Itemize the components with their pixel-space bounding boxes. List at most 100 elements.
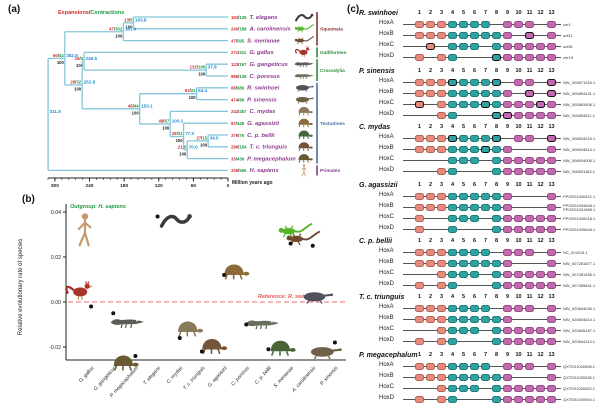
hox-gene-box [458,157,468,164]
node-divergence-time: 34.5 [210,135,219,140]
hox-gene-box [425,90,435,97]
hox-gene-box [436,135,446,142]
data-dot [244,322,249,327]
hox-gene-box [524,396,534,403]
hox-gene-box [436,338,446,345]
hox-row-label: HoxC [379,270,395,276]
hox-gene-box [502,157,512,164]
hox-column-number: 13 [548,68,555,74]
hox-gene-box [480,135,490,142]
hox-gene-box [469,193,479,200]
hox-gene-box [491,146,501,153]
hox-gene-box [524,135,534,142]
x-species-label: S. merianae [273,365,296,389]
legend-contractions: Contractions [90,10,125,16]
species-point [155,212,194,228]
hox-column-number: 3 [439,238,444,244]
hox-gene-box [546,385,556,392]
hox-row-label: HoxA [379,192,394,198]
hox-gene-box [425,32,435,39]
turtle-icon [269,339,297,357]
hox-column-number: 9 [505,10,510,16]
hox-gene-box [502,168,512,175]
hox-gene-box [502,204,512,211]
hox-row-line [403,399,561,400]
hox-row-line [403,57,561,58]
hox-gene-box [513,305,523,312]
data-dot [288,241,293,246]
hox-gene-box [524,43,534,50]
node-expansion-contraction: 132/196 [190,65,206,70]
hox-gene-box [414,305,424,312]
hox-gene-box [535,101,545,108]
x-species-label: C. mydas [166,365,185,385]
node-divergence-time: 181.4 [125,26,137,31]
hox-gene-box [502,327,512,334]
node-divergence-time: 54.4 [198,88,207,93]
hox-row-label: HoxA [379,78,394,84]
hox-column-number: 6 [472,182,477,188]
hox-gene-box [491,79,501,86]
node-divergence-time: 77.0 [185,131,194,136]
hox-column-number: 8 [494,294,499,300]
hox-gene-box [425,305,435,312]
hox-column-number: 6 [472,124,477,130]
hox-column-number: 12 [537,124,544,130]
hox-column-number: 11 [526,352,533,358]
hox-gene-box [425,204,435,211]
hox-gene-box [436,79,446,86]
hox-column-number: 12 [537,352,544,358]
hox-gene-box [469,215,479,222]
hox-row-label: HoxB [379,203,394,209]
hox-gene-box [491,32,501,39]
hox-gene-box [414,21,424,28]
hox-gene-box [447,260,457,267]
hox-gene-box [502,271,512,278]
tip-label: 379/76 C. p. bellii [231,133,275,139]
hox-column-number: 6 [472,238,477,244]
hox-row-line [403,388,561,389]
hox-gene-box [502,54,512,61]
hox-gene-box [546,146,556,153]
hox-gene-box [447,316,457,323]
hox-row-line [403,160,561,161]
hox-row-label: HoxA [379,20,394,26]
hox-column-number: 7 [483,10,488,16]
hox-gene-box [458,305,468,312]
node-divergence-time: 70.6 [189,144,198,149]
hox-gene-box [546,338,556,345]
hox-gene-box [458,204,468,211]
node-bootstrap: 100 [176,138,184,143]
hox-column-number: 10 [515,238,522,244]
hox-gene-box [447,79,457,86]
panel-a-legend: Expansions/Contractions [58,10,124,16]
hox-column-number: 8 [494,352,499,358]
x-species-label: C. porosus [230,365,251,387]
hox-row-line [403,274,561,275]
hox-gene-box [546,112,556,119]
hox-column-number: 13 [548,182,555,188]
hox-gene-box [458,32,468,39]
hox-row-line [403,229,561,230]
hox-column-number: 11 [526,238,533,244]
croc-icon [244,319,280,330]
hox-gene-box [546,305,556,312]
tip-label: 986/128 C. porosus [231,74,281,80]
scaffold-label: PPGE01001966.1 [563,207,596,212]
species-point [244,319,280,330]
hox-row-label: HoxC [379,326,395,332]
scaffold-label: NW_020844036.1 [563,305,596,311]
hox-gene-box [414,204,424,211]
hox-gene-box [469,43,479,50]
hox-gene-box [447,193,457,200]
node-bootstrap: 100 [200,142,208,147]
hox-gene-box [535,396,545,403]
hox-gene-box [447,101,457,108]
scaffold-label: NW_007359841.1 [563,282,596,288]
hox-gene-box [502,193,512,200]
hox-gene-box [491,260,501,267]
hox-gene-box [524,215,534,222]
species-point [222,263,251,281]
hox-gene-box [513,363,523,370]
